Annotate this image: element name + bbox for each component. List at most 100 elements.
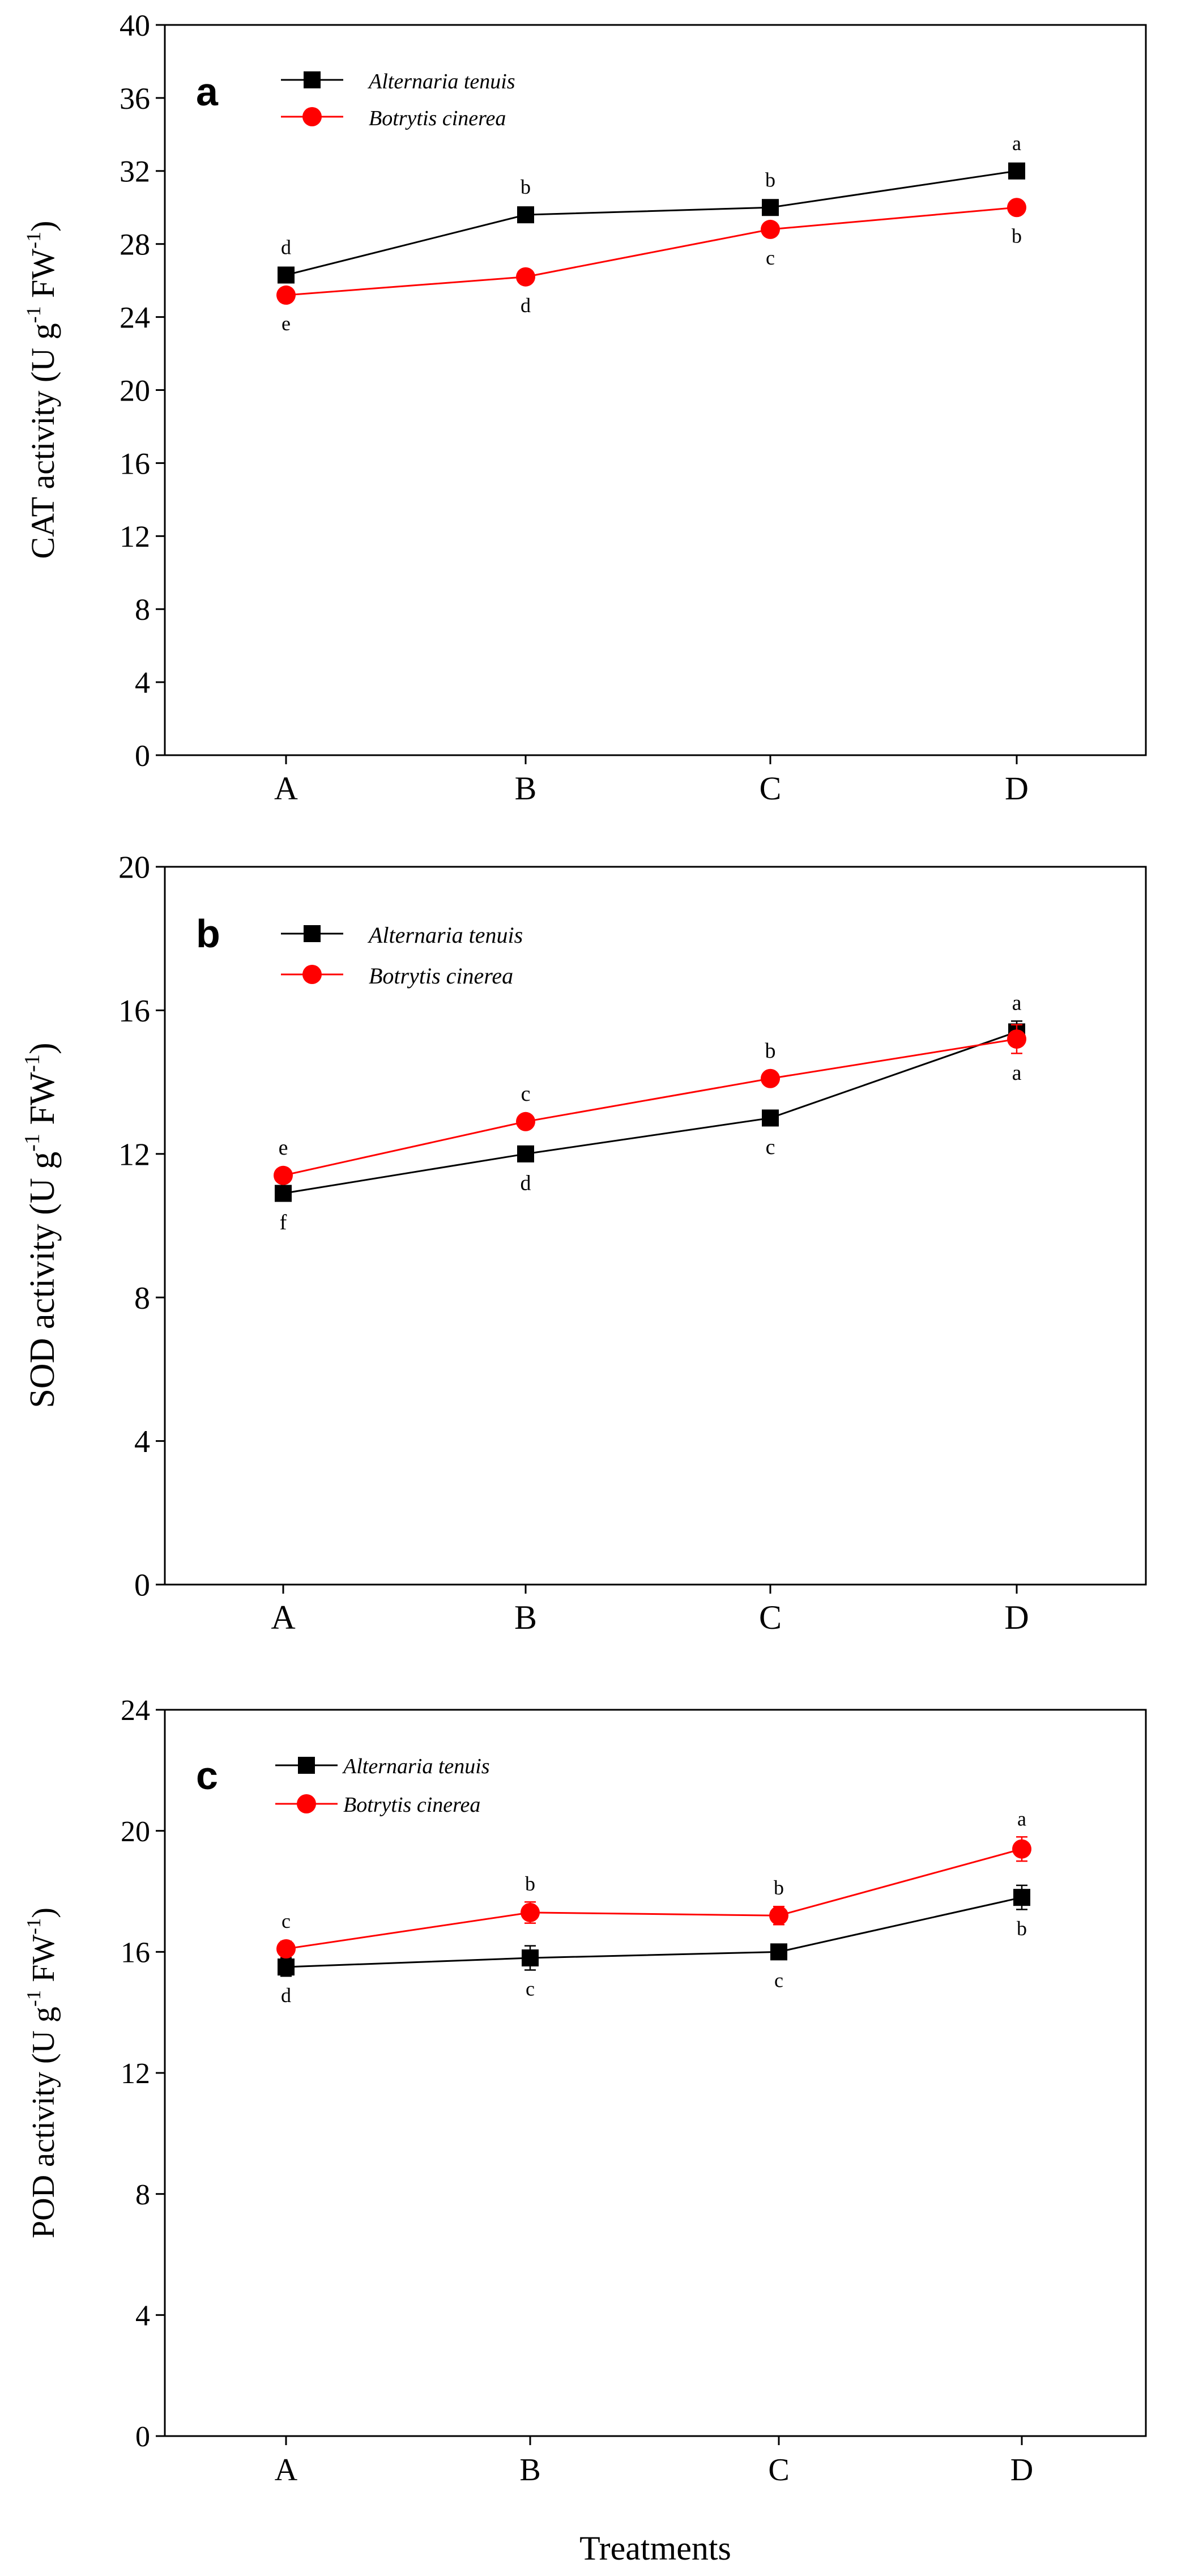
legend-label-botrytis: Botrytis cinerea	[369, 107, 506, 130]
significance-letter: c	[766, 1135, 775, 1159]
data-point-square	[278, 1958, 295, 1976]
significance-letter: b	[1012, 224, 1022, 247]
legend-label-alternaria: Alternaria tenuis	[342, 1755, 490, 1778]
y-tick-label: 0	[135, 2421, 150, 2453]
y-tick-label: 20	[118, 850, 150, 885]
series-alternaria-tenuis: f d c a	[275, 991, 1025, 1234]
data-point-square	[1008, 162, 1025, 180]
y-tick-label: 12	[121, 2058, 150, 2090]
significance-letter: d	[281, 1984, 291, 2007]
x-tick-label: B	[515, 770, 537, 807]
significance-letter: b	[1017, 1917, 1027, 1940]
legend-marker-circle	[302, 965, 322, 984]
legend-label-botrytis: Botrytis cinerea	[343, 1793, 480, 1817]
x-tick-label: C	[759, 1599, 782, 1636]
series-alternaria-tenuis: d b b a	[278, 132, 1025, 284]
y-tick-label: 4	[135, 666, 150, 700]
significance-letter: b	[521, 176, 531, 198]
data-point-circle	[1007, 1029, 1026, 1049]
significance-letter: d	[521, 294, 531, 317]
series-line	[283, 1031, 1017, 1194]
legend-marker-circle	[297, 1794, 316, 1813]
legend-marker-square	[304, 71, 321, 88]
y-tick-label: 0	[134, 1568, 150, 1603]
legend-marker-square	[304, 925, 321, 942]
data-point-circle	[276, 285, 296, 305]
x-axis-title: Treatments	[579, 2530, 731, 2567]
x-tick-label: C	[768, 2452, 789, 2488]
y-tick-label: 40	[120, 8, 150, 42]
series-botrytis-cinerea: e d c b	[276, 198, 1026, 335]
data-point-square	[278, 266, 295, 284]
significance-letter: b	[765, 168, 775, 191]
x-tick-label: D	[1004, 1599, 1029, 1636]
y-axis-label: SOD activity (U g-1 FW-1)	[20, 1042, 62, 1408]
x-tick-label: D	[1010, 2452, 1033, 2488]
data-point-circle	[516, 1112, 535, 1131]
y-tick-label: 20	[120, 373, 150, 407]
plot-frame	[164, 1709, 1147, 2437]
x-tick-label: A	[274, 770, 298, 807]
significance-letter: a	[1012, 1061, 1022, 1085]
series-line	[285, 1848, 1022, 1950]
series-line	[285, 206, 1017, 296]
y-tick-label: 24	[121, 1694, 150, 1727]
legend-marker-square	[298, 1757, 315, 1774]
significance-letter: b	[774, 1876, 784, 1899]
data-point-circle	[516, 267, 535, 287]
significance-letter: c	[521, 1082, 531, 1106]
panel-label: a	[196, 70, 219, 114]
significance-letter: c	[774, 1969, 783, 1992]
data-point-square	[762, 199, 779, 216]
y-tick-label: 20	[121, 1816, 150, 1848]
legend-label-alternaria: Alternaria tenuis	[367, 70, 515, 93]
data-point-circle	[276, 1939, 296, 1958]
significance-letter: a	[1012, 991, 1022, 1015]
y-tick-label: 8	[134, 1281, 150, 1316]
data-point-circle	[1007, 198, 1026, 218]
panel-c: c POD activity (U g-1 FW-1) 04812162024 …	[23, 1694, 1147, 2488]
y-tick-label: 4	[135, 2300, 150, 2332]
data-point-circle	[1012, 1839, 1031, 1859]
plot-frame	[164, 866, 1147, 1586]
data-point-circle	[761, 219, 780, 239]
x-tick-label: B	[514, 1599, 537, 1636]
y-tick-label: 12	[120, 520, 150, 553]
y-tick-label: 16	[121, 1937, 150, 1969]
data-point-circle	[769, 1906, 788, 1926]
y-tick-label: 4	[134, 1424, 150, 1459]
series-line	[283, 1038, 1017, 1177]
series-alternaria-tenuis: d c c b	[278, 1884, 1030, 2007]
legend: Alternaria tenuis Botrytis cinerea	[281, 922, 523, 989]
significance-letter: f	[280, 1211, 287, 1234]
significance-letter: a	[1012, 132, 1021, 155]
data-point-square	[517, 1145, 534, 1163]
legend-label-botrytis: Botrytis cinerea	[369, 963, 513, 989]
y-tick-label: 28	[120, 228, 150, 262]
x-tick-label: A	[275, 2452, 298, 2488]
significance-letter: b	[765, 1039, 776, 1063]
y-tick-label: 24	[120, 301, 150, 335]
series-botrytis-cinerea: e c b a	[274, 1024, 1026, 1185]
y-tick-label: 36	[120, 82, 150, 116]
significance-letter: a	[1017, 1807, 1026, 1830]
x-tick-label: A	[271, 1599, 295, 1636]
data-point-circle	[274, 1165, 293, 1185]
data-point-square	[517, 206, 534, 224]
panel-label: c	[196, 1753, 218, 1798]
data-point-square	[1013, 1889, 1030, 1906]
series-botrytis-cinerea: c b b a	[276, 1807, 1031, 1958]
legend: Alternaria tenuis Botrytis cinerea	[281, 70, 515, 130]
significance-letter: c	[526, 1978, 535, 2000]
data-point-square	[762, 1109, 779, 1127]
y-tick-label: 8	[135, 593, 150, 627]
significance-letter: c	[282, 1910, 291, 1932]
panel-b: b SOD activity (U g-1 FW-1) 0 4 8 12 16 20 A B…	[20, 850, 1147, 1636]
legend-marker-circle	[302, 107, 322, 126]
series-line	[285, 1896, 1022, 1968]
y-tick-label: 16	[120, 446, 150, 480]
y-tick-label: 8	[135, 2179, 150, 2211]
legend: Alternaria tenuis Botrytis cinerea	[275, 1755, 490, 1817]
y-axis-label: POD activity (U g-1 FW-1)	[23, 1907, 61, 2238]
